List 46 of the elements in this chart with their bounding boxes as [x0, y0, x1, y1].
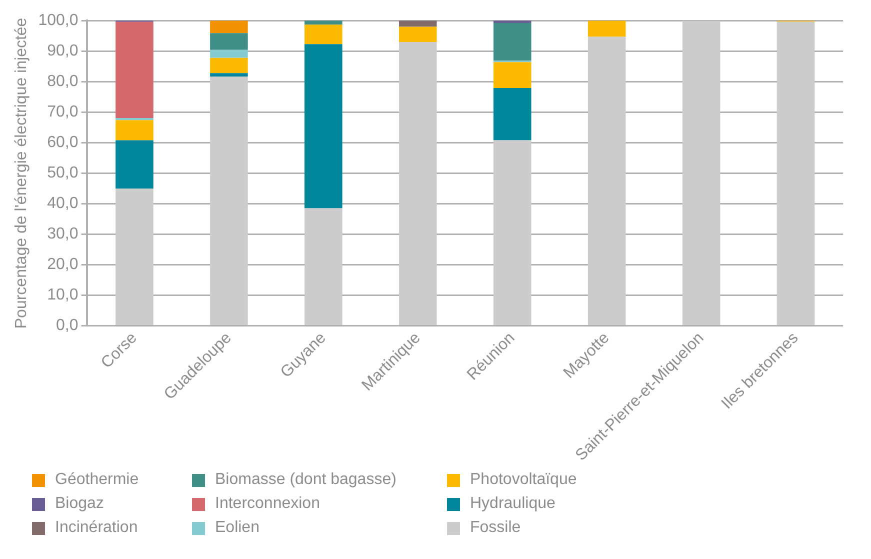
bar	[116, 188, 154, 326]
legend-label: Biogaz	[55, 495, 104, 513]
legend-label: Hydraulique	[470, 495, 556, 513]
y-tick-label: 10,0	[47, 286, 78, 304]
y-tick-label: 60,0	[47, 134, 78, 152]
y-tick-label: 40,0	[47, 195, 78, 212]
legend-label: Eolien	[215, 519, 260, 537]
bar	[210, 20, 248, 34]
bar	[776, 22, 815, 326]
y-tick-label: 90,0	[47, 42, 78, 60]
bar	[210, 58, 248, 74]
bar	[588, 20, 626, 37]
legend-label: Photovoltaïque	[470, 471, 577, 489]
y-tick-label: 50,0	[47, 164, 78, 182]
bar	[493, 23, 532, 61]
bar	[116, 22, 154, 118]
bar	[682, 20, 720, 326]
bar	[210, 50, 248, 58]
legend-label: Fossile	[470, 519, 521, 537]
bar	[116, 118, 154, 120]
legend-label: Incinération	[55, 519, 138, 537]
y-tick-label: 80,0	[47, 73, 78, 90]
bar	[210, 73, 248, 76]
bar	[210, 33, 248, 50]
bar	[304, 24, 342, 44]
bar	[398, 26, 437, 42]
bar	[210, 76, 248, 326]
bar	[588, 36, 626, 326]
bar	[116, 140, 154, 188]
bar	[493, 140, 532, 326]
y-tick-label: 20,0	[47, 256, 78, 274]
y-axis-title: Pourcentage de l'énergie électrique injectée	[13, 18, 30, 329]
y-tick-label: 0,0	[56, 317, 78, 334]
legend-label: Géothermie	[55, 471, 139, 489]
bar	[493, 62, 532, 88]
bar	[304, 208, 342, 326]
y-tick-label: 70,0	[47, 104, 78, 121]
bar	[398, 20, 437, 27]
legend-label: Interconnexion	[215, 495, 320, 513]
legend-label: Biomasse (dont bagasse)	[215, 471, 396, 489]
y-tick-label: 100,0	[38, 12, 78, 30]
bar	[493, 88, 532, 140]
bar	[116, 120, 154, 140]
bar	[304, 44, 342, 208]
y-tick-label: 30,0	[47, 226, 78, 243]
bar	[398, 42, 437, 326]
